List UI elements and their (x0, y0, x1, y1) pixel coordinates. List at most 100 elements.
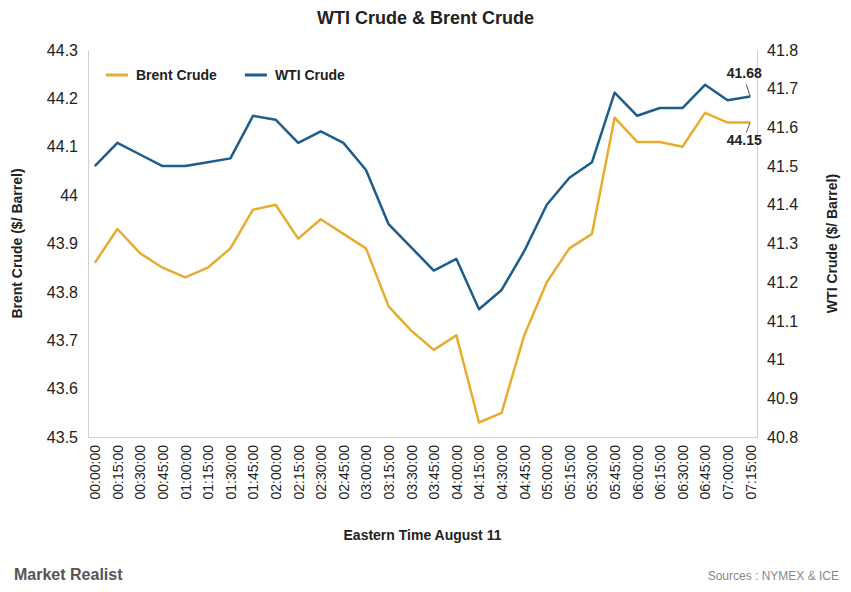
tick: 05:00:00 (539, 437, 555, 500)
tick-label: 44.2 (47, 90, 78, 107)
tick-label: 41.5 (767, 158, 798, 175)
tick: 06:15:00 (652, 437, 668, 500)
tick-label: 00:45:00 (155, 445, 171, 500)
tick-label: 44.3 (47, 42, 78, 59)
tick: 07:00:00 (720, 437, 736, 500)
plot: 43.543.643.743.843.94444.144.244.340.840… (47, 42, 798, 500)
tick-label: 41.4 (767, 196, 798, 213)
tick: 05:15:00 (562, 437, 578, 500)
tick-label: 06:45:00 (697, 445, 713, 500)
legend-swatch (106, 74, 128, 77)
tick-label: 43.7 (47, 332, 78, 349)
tick-label: 02:00:00 (268, 445, 284, 500)
tick-label: 43.9 (47, 235, 78, 252)
y2-axis-title: WTI Crude ($/ Barrel) (824, 174, 840, 313)
tick-label: 07:00:00 (720, 445, 736, 500)
tick: 04:15:00 (471, 437, 487, 500)
tick: 41.2 (757, 274, 798, 291)
tick: 03:00:00 (358, 437, 374, 500)
tick-label: 04:45:00 (517, 445, 533, 500)
tick-label: 05:00:00 (539, 445, 555, 500)
tick-label: 05:15:00 (562, 445, 578, 500)
tick-label: 41 (767, 351, 785, 368)
tick-label: 02:15:00 (291, 445, 307, 500)
tick: 41.8 (757, 42, 798, 59)
tick: 43.9 (47, 235, 88, 252)
legend-item: Brent Crude (106, 67, 217, 83)
source: Sources : NYMEX & ICE (708, 569, 839, 583)
tick-label: 01:15:00 (200, 445, 216, 500)
tick-label: 04:15:00 (471, 445, 487, 500)
tick-label: 41.8 (767, 42, 798, 59)
tick: 43.7 (47, 332, 88, 349)
tick: 41.3 (757, 235, 798, 252)
tick-label: 06:30:00 (675, 445, 691, 500)
tick-label: 41.3 (767, 235, 798, 252)
series-line (95, 85, 750, 309)
tick: 04:00:00 (449, 437, 465, 500)
tick-label: 41.7 (767, 80, 798, 97)
label-connector (746, 84, 750, 96)
tick: 44 (60, 187, 88, 204)
logo: Market Realist (14, 566, 123, 583)
series-line (95, 113, 750, 423)
legend-item: WTI Crude (245, 67, 345, 83)
tick-label: 01:30:00 (223, 445, 239, 500)
tick: 05:30:00 (584, 437, 600, 500)
tick: 43.5 (47, 429, 88, 446)
legend: Brent Crude WTI Crude (106, 67, 345, 83)
tick: 40.9 (757, 390, 798, 407)
tick: 02:45:00 (336, 437, 352, 500)
tick: 43.8 (47, 283, 88, 300)
tick-label: 06:15:00 (652, 445, 668, 500)
tick: 02:30:00 (313, 437, 329, 500)
tick: 06:45:00 (697, 437, 713, 500)
tick-label: 44.1 (47, 138, 78, 155)
tick-label: 04:30:00 (494, 445, 510, 500)
tick-label: 43.5 (47, 429, 78, 446)
tick: 06:30:00 (675, 437, 691, 500)
tick-label: 40.9 (767, 390, 798, 407)
data-label: 44.15 (727, 132, 762, 148)
data-label: 41.68 (727, 65, 762, 81)
tick-label: 44 (60, 187, 78, 204)
tick: 41.1 (757, 313, 798, 330)
tick-label: 02:45:00 (336, 445, 352, 500)
tick-label: 02:30:00 (313, 445, 329, 500)
x-axis: 00:00:00 00:15:00 00:30:00 00:45:00 01:00:00… (87, 437, 758, 500)
tick: 41.4 (757, 196, 798, 213)
tick-label: 04:00:00 (449, 445, 465, 500)
tick-label: 07:15:00 (743, 445, 759, 500)
tick: 44.2 (47, 90, 88, 107)
tick-label: 00:00:00 (87, 445, 103, 500)
axis-line (89, 437, 758, 438)
tick: 07:15:00 (743, 437, 759, 500)
tick: 41.6 (757, 119, 798, 136)
tick: 04:45:00 (517, 437, 533, 500)
tick-label: 03:15:00 (381, 445, 397, 500)
tick: 04:30:00 (494, 437, 510, 500)
tick-label: 00:30:00 (132, 445, 148, 500)
tick: 01:15:00 (200, 437, 216, 500)
tick: 44.1 (47, 138, 88, 155)
tick-label: 41.6 (767, 119, 798, 136)
tick-label: 00:15:00 (110, 445, 126, 500)
legend-label: Brent Crude (136, 67, 217, 83)
tick: 00:15:00 (110, 437, 126, 500)
tick: 03:15:00 (381, 437, 397, 500)
tick-label: 06:00:00 (630, 445, 646, 500)
tick: 03:45:00 (426, 437, 442, 500)
y-axis: 43.543.643.743.843.94444.144.244.3 (47, 42, 89, 446)
tick-label: 40.8 (767, 429, 798, 446)
chart: WTI Crude & Brent Crude43.543.643.743.84… (0, 0, 851, 592)
tick: 03:30:00 (404, 437, 420, 500)
x-axis-title: Eastern Time August 11 (344, 527, 502, 543)
tick: 02:00:00 (268, 437, 284, 500)
tick-label: 03:45:00 (426, 445, 442, 500)
tick-label: 41.1 (767, 313, 798, 330)
axis-line (757, 51, 758, 438)
title: WTI Crude & Brent Crude (317, 8, 534, 28)
tick: 01:00:00 (178, 437, 194, 500)
tick: 02:15:00 (291, 437, 307, 500)
tick: 40.8 (757, 429, 798, 446)
